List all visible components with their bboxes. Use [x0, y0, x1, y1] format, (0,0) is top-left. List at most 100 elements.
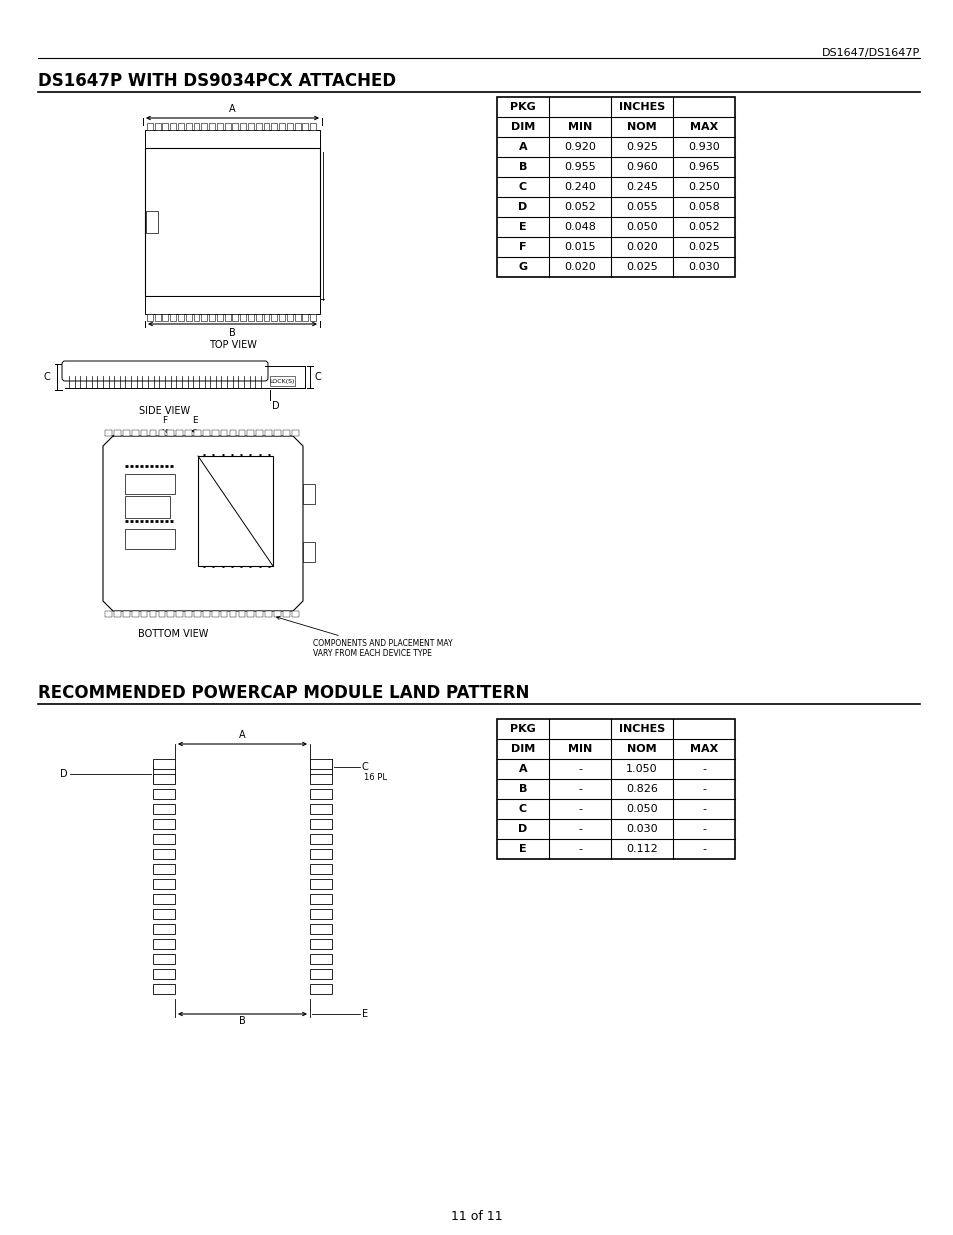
- Bar: [201, 314, 207, 321]
- Bar: [152, 819, 174, 829]
- Text: C: C: [361, 762, 369, 772]
- Text: 0.020: 0.020: [563, 262, 596, 272]
- Text: DIM: DIM: [511, 743, 535, 755]
- Text: MAX: MAX: [689, 743, 718, 755]
- Text: B: B: [229, 329, 235, 338]
- Text: 0.055: 0.055: [625, 203, 658, 212]
- Text: 11 of 11: 11 of 11: [451, 1210, 502, 1223]
- Text: B: B: [518, 784, 527, 794]
- Text: MIN: MIN: [567, 743, 592, 755]
- Text: INCHES: INCHES: [618, 724, 664, 734]
- Text: E: E: [518, 222, 526, 232]
- Bar: [152, 789, 174, 799]
- Bar: [303, 484, 314, 504]
- Bar: [152, 864, 174, 874]
- Text: 0.025: 0.025: [625, 262, 658, 272]
- Bar: [310, 774, 332, 784]
- Bar: [263, 124, 269, 130]
- Bar: [178, 314, 184, 321]
- Text: A: A: [229, 104, 235, 114]
- Text: MAX: MAX: [689, 122, 718, 132]
- Bar: [193, 430, 200, 436]
- Bar: [265, 430, 272, 436]
- Text: -: -: [578, 844, 581, 853]
- Bar: [310, 864, 332, 874]
- Bar: [170, 124, 176, 130]
- Bar: [271, 314, 277, 321]
- Text: PKG: PKG: [510, 103, 536, 112]
- Bar: [240, 314, 246, 321]
- Text: 0.048: 0.048: [563, 222, 596, 232]
- Bar: [230, 430, 236, 436]
- Bar: [145, 148, 319, 296]
- Bar: [230, 611, 236, 618]
- Bar: [105, 430, 112, 436]
- Bar: [154, 314, 160, 321]
- Bar: [203, 611, 210, 618]
- Text: 0.052: 0.052: [563, 203, 596, 212]
- Bar: [310, 848, 332, 860]
- Bar: [141, 611, 148, 618]
- Text: 0.240: 0.240: [563, 182, 596, 191]
- Bar: [193, 611, 200, 618]
- Bar: [263, 314, 269, 321]
- Bar: [274, 430, 280, 436]
- Bar: [310, 789, 332, 799]
- Bar: [201, 124, 207, 130]
- Text: -: -: [578, 824, 581, 834]
- Bar: [185, 430, 192, 436]
- Text: E: E: [361, 1009, 368, 1019]
- Bar: [123, 611, 130, 618]
- Text: 0.955: 0.955: [563, 162, 596, 172]
- Text: D: D: [60, 769, 68, 779]
- Bar: [146, 211, 158, 233]
- Bar: [152, 774, 174, 784]
- Bar: [152, 924, 174, 934]
- Bar: [185, 611, 192, 618]
- Text: A: A: [518, 764, 527, 774]
- Bar: [216, 124, 223, 130]
- Text: B: B: [518, 162, 527, 172]
- Bar: [287, 314, 293, 321]
- Bar: [310, 834, 332, 844]
- Bar: [168, 611, 174, 618]
- Bar: [233, 124, 238, 130]
- Text: 0.920: 0.920: [563, 142, 596, 152]
- Bar: [294, 314, 300, 321]
- Bar: [162, 314, 168, 321]
- Text: C: C: [43, 372, 50, 382]
- Text: 0.965: 0.965: [687, 162, 720, 172]
- Bar: [256, 611, 263, 618]
- Bar: [203, 430, 210, 436]
- Bar: [145, 296, 319, 314]
- Text: C: C: [518, 804, 526, 814]
- Bar: [152, 879, 174, 889]
- Text: -: -: [701, 844, 705, 853]
- Bar: [225, 124, 231, 130]
- Bar: [270, 375, 294, 387]
- Bar: [141, 430, 148, 436]
- Bar: [310, 804, 332, 814]
- Bar: [145, 130, 319, 148]
- Bar: [186, 124, 192, 130]
- Bar: [186, 314, 192, 321]
- Bar: [178, 124, 184, 130]
- Text: INCHES: INCHES: [618, 103, 664, 112]
- Bar: [248, 124, 253, 130]
- Text: COMPONENTS AND PLACEMENT MAY
VARY FROM EACH DEVICE TYPE: COMPONENTS AND PLACEMENT MAY VARY FROM E…: [276, 616, 452, 658]
- Bar: [152, 984, 174, 994]
- Bar: [279, 314, 285, 321]
- Text: BOTTOM VIEW: BOTTOM VIEW: [137, 629, 208, 638]
- Bar: [158, 611, 165, 618]
- FancyBboxPatch shape: [62, 361, 268, 382]
- Text: 0.960: 0.960: [625, 162, 658, 172]
- Text: A: A: [518, 142, 527, 152]
- Bar: [310, 969, 332, 979]
- Text: E: E: [192, 416, 197, 425]
- Bar: [105, 611, 112, 618]
- Bar: [123, 430, 130, 436]
- Text: DS1647/DS1647P: DS1647/DS1647P: [821, 48, 919, 58]
- Bar: [152, 834, 174, 844]
- Bar: [497, 98, 734, 277]
- Bar: [233, 314, 238, 321]
